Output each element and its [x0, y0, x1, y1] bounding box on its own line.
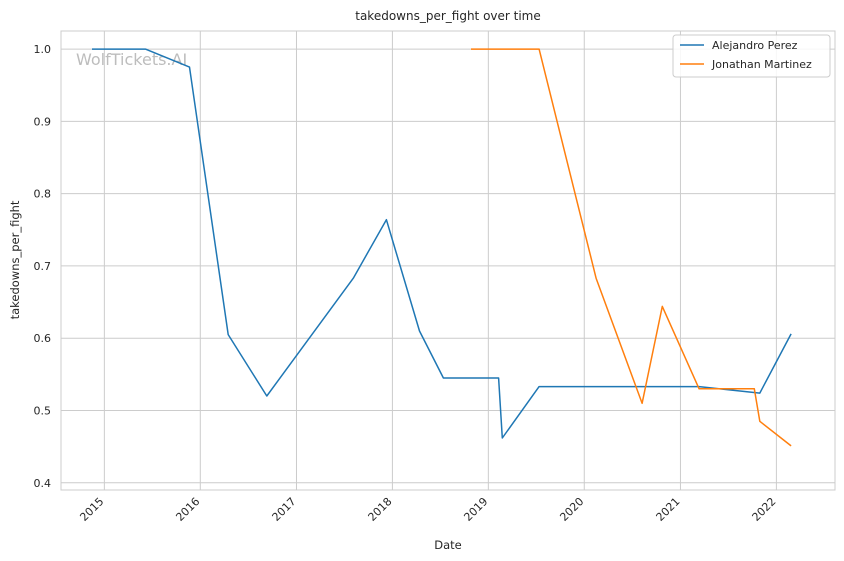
legend-box — [672, 34, 831, 78]
y-tick-label: 0.8 — [34, 188, 52, 201]
series-line-jonathan-martinez — [471, 48, 792, 447]
y-tick-label: 0.6 — [34, 332, 52, 345]
chart-title: takedowns_per_fight over time — [355, 9, 541, 23]
grid — [61, 31, 835, 490]
y-tick-label: 1.0 — [34, 43, 52, 56]
x-axis-label: Date — [434, 538, 462, 552]
y-tick-label: 0.7 — [34, 260, 52, 273]
legend-label-jonathan-martinez: Jonathan Martinez — [711, 58, 812, 71]
y-tick-label: 0.5 — [34, 404, 52, 417]
y-tick-label: 0.4 — [34, 477, 52, 490]
legend-label-alejandro-perez: Alejandro Perez — [712, 39, 798, 52]
legend: Alejandro Perez Jonathan Martinez — [672, 34, 831, 78]
y-axis-label: takedowns_per_fight — [8, 200, 22, 319]
y-tick-label: 0.9 — [34, 115, 52, 128]
series-layer — [92, 48, 792, 447]
plot-frame — [60, 30, 836, 491]
